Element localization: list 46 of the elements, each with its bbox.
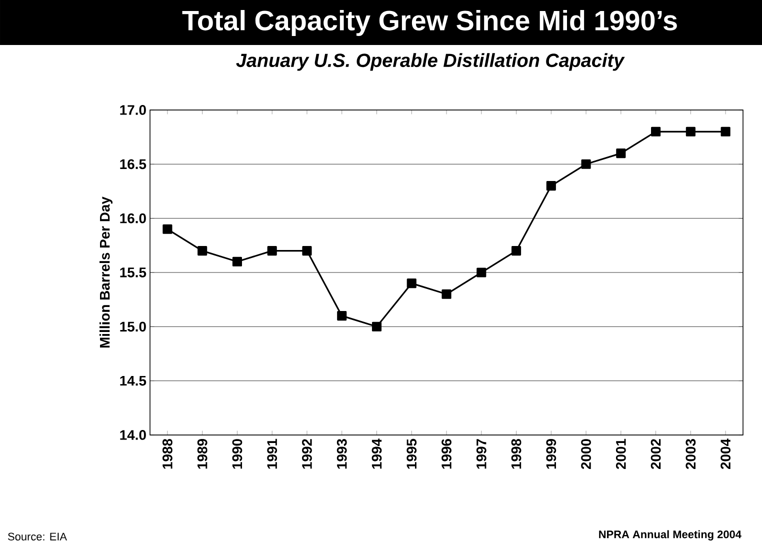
y-axis-title: Million Barrels Per Day	[100, 196, 112, 348]
x-tick-label: 1998	[511, 438, 522, 469]
x-tick-label: 1990	[232, 439, 242, 469]
y-tick-label: 15.0	[120, 322, 146, 332]
y-tick-label: 14.0	[120, 430, 146, 440]
point	[442, 289, 452, 299]
text: NPRA Annual Meeting 2004	[599, 530, 742, 540]
point	[581, 159, 591, 169]
x-tick-label: 2004	[720, 438, 731, 470]
x-tick-label: 2000	[581, 439, 591, 470]
x-tick-label: 1994	[372, 438, 382, 469]
point	[267, 246, 277, 256]
point	[406, 278, 416, 288]
point	[232, 256, 242, 266]
point	[720, 126, 730, 136]
y-tick-label: 14.5	[120, 376, 146, 386]
point	[337, 311, 347, 321]
x-tick-label: 2003	[686, 439, 696, 470]
x-tick-label: 1996	[442, 439, 452, 469]
chart-subtitle: January U.S. Operable Distillation Capacity	[236, 53, 625, 71]
x-tick-label: 1995	[406, 438, 417, 469]
y-tick-label: 16.5	[120, 159, 146, 170]
point	[686, 126, 696, 136]
point	[616, 148, 626, 158]
x-tick-label: 1993	[336, 439, 347, 469]
source-note: Source: EIA	[8, 532, 67, 540]
point	[511, 246, 522, 256]
point	[198, 246, 208, 256]
point	[476, 268, 486, 278]
x-tick-label: 2002	[650, 439, 661, 470]
y-tick-label: 15.5	[120, 268, 146, 278]
x-tick-label: 1991	[267, 438, 278, 469]
point	[546, 181, 556, 191]
point	[651, 126, 661, 136]
point	[162, 224, 172, 234]
x-tick-label: 1992	[302, 439, 312, 469]
x-tick-label: 1988	[162, 438, 172, 469]
point	[302, 246, 312, 256]
x-tick-label: 1997	[476, 439, 486, 469]
y-tick-label: 16.0	[120, 213, 146, 224]
x-tick-label: 1989	[197, 439, 208, 469]
x-tick-label: 1999	[546, 439, 556, 469]
y-tick-label: 17.0	[120, 105, 146, 115]
x-tick-label: 2001	[616, 438, 626, 470]
point	[372, 322, 382, 332]
chart-title: Total Capacity Grew Since Mid 1990’s	[182, 10, 677, 36]
